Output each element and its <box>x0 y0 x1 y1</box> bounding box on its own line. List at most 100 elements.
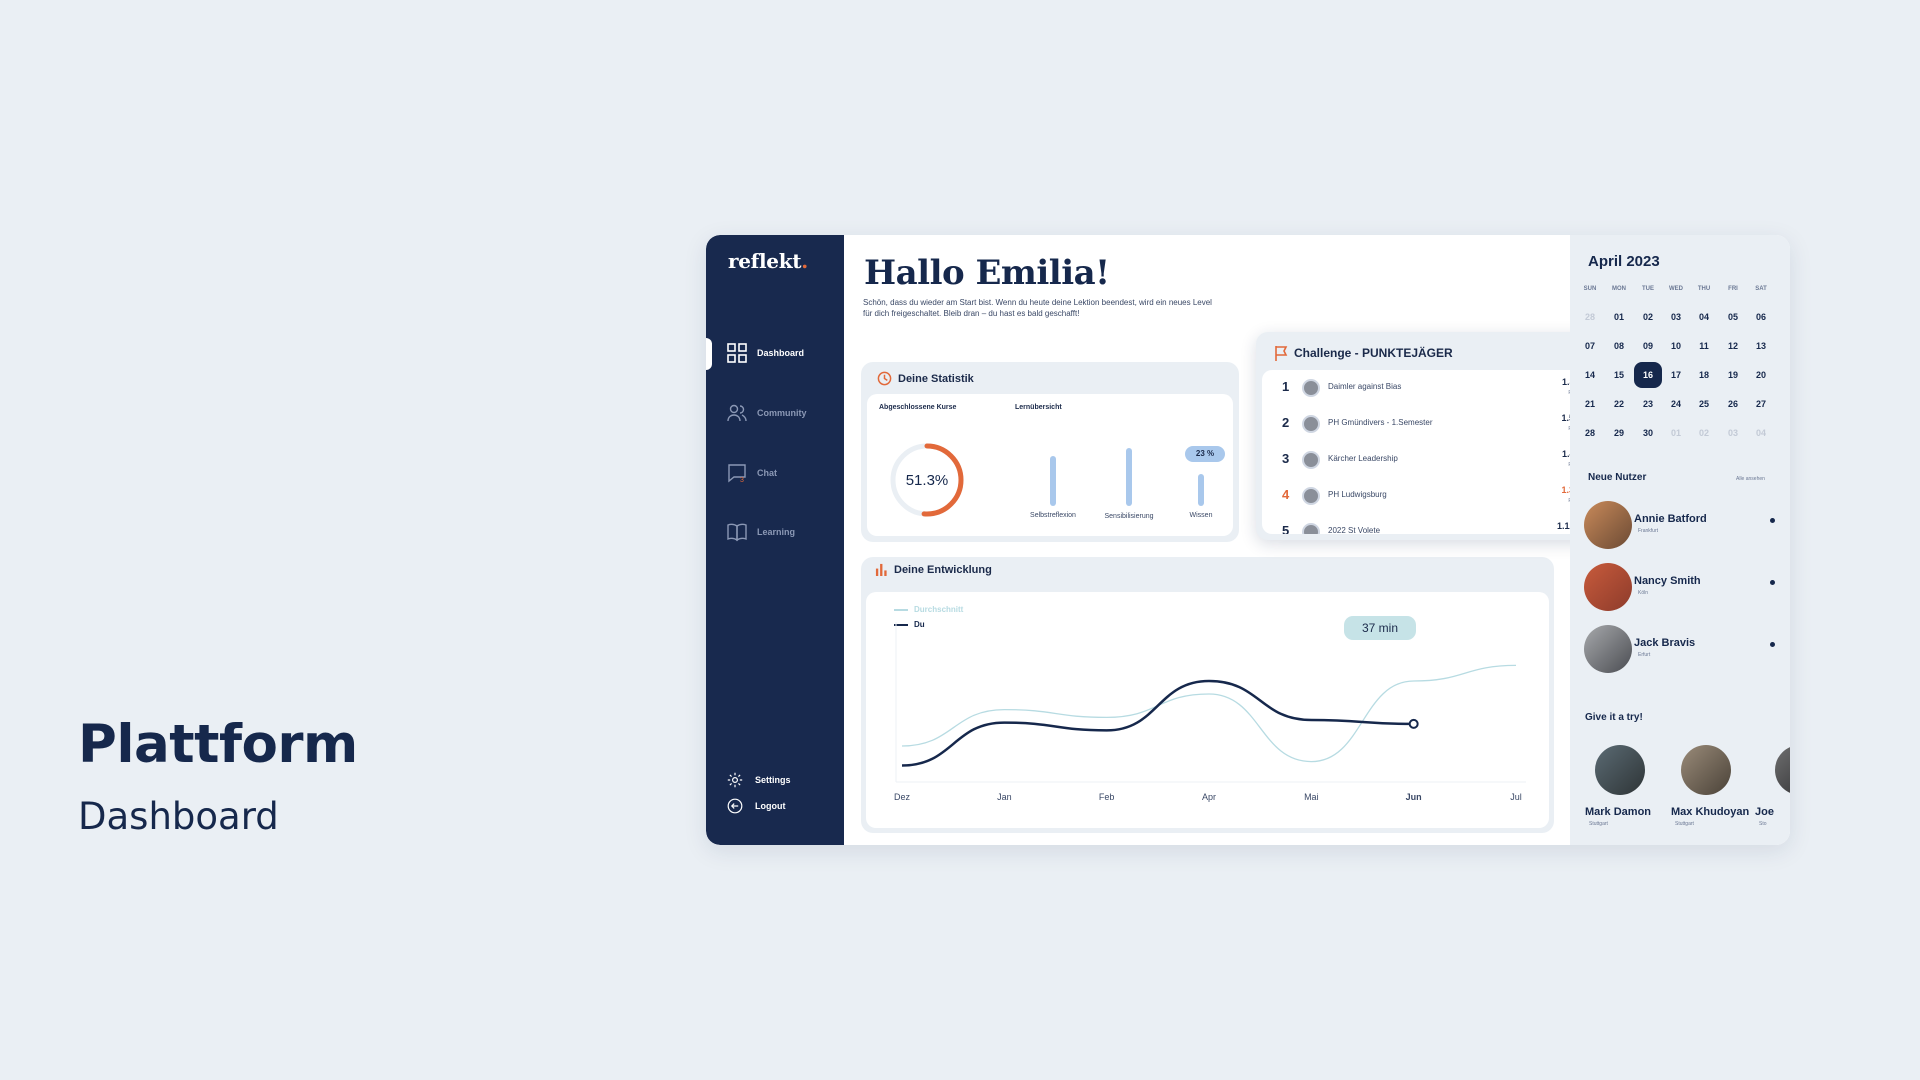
try-title: Give it a try! <box>1585 712 1643 723</box>
user-name[interactable]: Jack Bravis <box>1634 637 1696 649</box>
challenge-row[interactable]: 4PH Ludwigsburg1.361Punkte <box>1262 478 1600 514</box>
calendar-day[interactable]: 01 <box>1613 312 1624 322</box>
try-user-name[interactable]: Joe <box>1755 806 1774 818</box>
try-user-name[interactable]: Max Khudoyan <box>1671 806 1750 818</box>
bar-sensibilisierung <box>1126 448 1132 506</box>
x-tick-label: Jan <box>997 792 1012 802</box>
user-location: Frankfurt <box>1638 528 1659 534</box>
calendar-day[interactable]: 28 <box>1584 428 1595 438</box>
calendar-day[interactable]: 13 <box>1755 341 1766 351</box>
try-user-location: Stuttgart <box>1675 821 1694 827</box>
team-name: 2022 St Volete <box>1328 526 1381 534</box>
statistik-body: Abgeschlossene Kurse Lernübersicht 51.3%… <box>867 394 1233 536</box>
calendar-day[interactable]: 19 <box>1727 370 1738 380</box>
avatar[interactable] <box>1584 501 1632 549</box>
user-name[interactable]: Nancy Smith <box>1634 575 1701 587</box>
flag-icon <box>1275 346 1288 361</box>
nav-item-dashboard[interactable]: Dashboard <box>727 343 804 363</box>
avatar[interactable] <box>1681 745 1731 795</box>
gear-icon <box>727 772 743 788</box>
nav-item-chat[interactable]: 3 Chat <box>727 463 777 483</box>
avatar[interactable] <box>1584 625 1632 673</box>
calendar-weekday: TUE <box>1642 286 1654 292</box>
calendar-day[interactable]: 21 <box>1584 399 1595 409</box>
calendar-day[interactable]: 20 <box>1755 370 1766 380</box>
calendar-day[interactable]: 07 <box>1584 341 1595 351</box>
statistik-title: Deine Statistik <box>877 371 974 386</box>
nav-item-learning[interactable]: Learning <box>727 522 795 542</box>
calendar-day[interactable]: 05 <box>1727 312 1738 322</box>
bar-label: Wissen <box>1189 512 1213 519</box>
calendar-day[interactable]: 09 <box>1642 341 1653 351</box>
try-user-name[interactable]: Mark Damon <box>1585 806 1652 818</box>
logout-button[interactable]: Logout <box>727 798 786 814</box>
calendar-day[interactable]: 30 <box>1642 428 1653 438</box>
entwicklung-body: Durchschnitt Du Dez Jan Feb Apr Mai Jun Jul 37… <box>866 592 1549 828</box>
calendar-day[interactable]: 14 <box>1584 370 1595 380</box>
try-user-location: Stuttgart <box>1589 821 1608 827</box>
calendar-day[interactable]: 10 <box>1670 341 1681 351</box>
calendar-day[interactable]: 06 <box>1755 312 1766 322</box>
nav-active-indicator <box>706 338 712 370</box>
calendar-day[interactable]: 17 <box>1670 370 1681 380</box>
calendar-day-today[interactable]: 16 <box>1634 362 1662 388</box>
greeting-title: Hallo Emilia! <box>864 253 1110 293</box>
calendar-day[interactable]: 29 <box>1613 428 1624 438</box>
user-name[interactable]: Annie Batford <box>1634 513 1707 525</box>
main-content: Hallo Emilia! Schön, dass du wieder am S… <box>844 235 1576 845</box>
team-name: Kärcher Leadership <box>1328 454 1398 463</box>
entwicklung-card: Deine Entwicklung Durchschnitt Du Dez Jan… <box>861 557 1554 833</box>
x-tick-label: Jul <box>1510 792 1522 802</box>
bar-selbstreflexion <box>1050 456 1056 506</box>
calendar-day[interactable]: 28 <box>1584 312 1595 322</box>
calendar-day[interactable]: 11 <box>1699 341 1709 351</box>
avatar[interactable] <box>1584 563 1632 611</box>
highlight-point[interactable] <box>1408 718 1419 729</box>
calendar-weekday: WED <box>1669 286 1683 292</box>
calendar-day[interactable]: 08 <box>1613 341 1624 351</box>
calendar-day[interactable]: 24 <box>1670 399 1681 409</box>
nav-label: Dashboard <box>757 348 805 358</box>
nav-item-community[interactable]: Community <box>727 403 807 423</box>
calendar-day[interactable]: 04 <box>1698 312 1709 322</box>
calendar-day[interactable]: 22 <box>1613 399 1624 409</box>
statistik-card: Deine Statistik Abgeschlossene Kurse Ler… <box>861 362 1239 542</box>
calendar-day[interactable]: 15 <box>1613 370 1624 380</box>
clock-icon <box>877 371 892 386</box>
svg-text:3: 3 <box>740 477 744 483</box>
team-name: PH Ludwigsburg <box>1328 490 1387 499</box>
calendar-day[interactable]: 03 <box>1727 428 1738 438</box>
challenge-card[interactable]: Challenge - PUNKTEJÄGER 1 Daimler against… <box>1256 332 1606 540</box>
challenge-rank: 5 <box>1282 523 1290 534</box>
calendar-day[interactable]: 27 <box>1755 399 1766 409</box>
challenge-title: Challenge - PUNKTEJÄGER <box>1274 345 1453 361</box>
calendar-day[interactable]: 04 <box>1755 428 1766 438</box>
user-location: Köln <box>1638 590 1649 596</box>
wissen-badge: 23 % <box>1185 446 1225 462</box>
logo[interactable]: reflekt. <box>728 249 808 273</box>
calendar-day[interactable]: 12 <box>1727 341 1738 351</box>
settings-button[interactable]: Settings <box>727 772 791 788</box>
calendar-month: April 2023 <box>1588 253 1660 270</box>
calendar-weekday: MON <box>1612 286 1626 292</box>
avatar[interactable] <box>1595 745 1645 795</box>
calendar-day[interactable]: 23 <box>1642 399 1653 409</box>
nav-label: Chat <box>757 468 777 478</box>
avatar[interactable] <box>1775 745 1790 795</box>
see-all-link[interactable]: Alle ansehen <box>1736 476 1765 482</box>
calendar-day[interactable]: 18 <box>1698 370 1709 380</box>
chart-tooltip: 37 min <box>1344 616 1416 640</box>
calendar-day[interactable]: 02 <box>1698 428 1709 438</box>
calendar-day[interactable]: 26 <box>1727 399 1738 409</box>
bar-label: Selbstreflexion <box>1030 512 1076 519</box>
hero-title: Plattform <box>78 714 358 775</box>
calendar-day[interactable]: 02 <box>1642 312 1653 322</box>
calendar-day[interactable]: 01 <box>1670 428 1681 438</box>
calendar-day[interactable]: 03 <box>1670 312 1681 322</box>
challenge-row[interactable]: 2PH Gmündivers - 1.Semester1.516Punkte <box>1262 406 1600 442</box>
calendar-day[interactable]: 25 <box>1698 399 1709 409</box>
